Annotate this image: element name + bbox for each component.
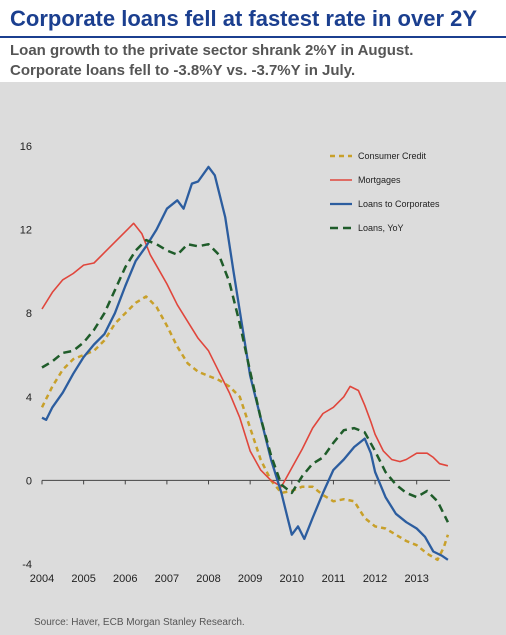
source-note: Source: Haver, ECB Morgan Stanley Resear…: [34, 617, 245, 628]
line-chart: 2004 2005 2006 2007 2008 2009 2010 2011 2012 2013…: [20, 141, 450, 585]
x-tick-label: 2011: [322, 573, 346, 585]
chart-title: Corporate loans fell at fastest rate in …: [10, 6, 478, 31]
x-tick-label: 2012: [363, 573, 387, 585]
y-tick-label: 4: [26, 392, 32, 404]
series-line-mortgages: [41, 222, 449, 488]
x-tick-label: 2006: [113, 573, 137, 585]
x-tick-label: 2013: [404, 573, 428, 585]
x-tick-label: 2004: [30, 573, 54, 585]
y-tick-label: 16: [20, 141, 32, 153]
chart-subtitle: Loan growth to the private sector shrank…: [10, 41, 500, 81]
y-tick-label: 8: [26, 308, 32, 320]
legend-label: Consumer Credit: [358, 151, 427, 161]
y-tick-label: 12: [20, 225, 32, 237]
subtitle-line-2: Corporate loans fell to -3.8%Y vs. -3.7%…: [10, 62, 356, 79]
legend-label: Mortgages: [358, 175, 401, 185]
legend-label: Loans, YoY: [358, 223, 404, 233]
chart-panel: 2004 2005 2006 2007 2008 2009 2010 2011 2012 2013…: [0, 82, 506, 635]
x-tick-label: 2007: [155, 573, 179, 585]
x-tick-label: 2009: [238, 573, 262, 585]
x-tick-label: 2010: [280, 573, 304, 585]
legend-label: Loans to Corporates: [358, 199, 440, 209]
x-tick-label: 2008: [196, 573, 220, 585]
title-bar: Corporate loans fell at fastest rate in …: [0, 0, 506, 40]
series-line-consumer-credit: [40, 295, 450, 562]
x-tick-label: 2005: [71, 573, 95, 585]
series-line-loans-yoy: [41, 238, 450, 523]
y-tick-label: 0: [26, 475, 32, 487]
subtitle-line-1: Loan growth to the private sector shrank…: [10, 42, 414, 59]
y-tick-label: -4: [22, 559, 32, 571]
title-divider: [0, 36, 506, 38]
